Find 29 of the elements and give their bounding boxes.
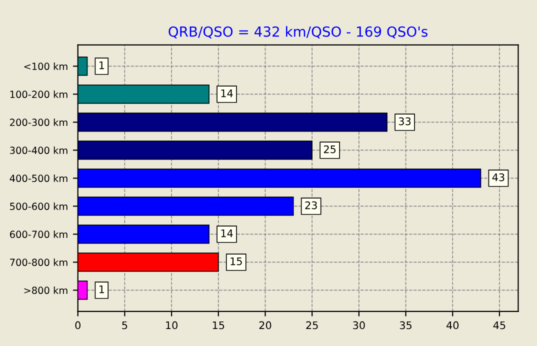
x-tick-label: 5 [122,321,128,330]
x-tick-label: 20 [259,321,272,330]
y-tick-label: 700-800 km [10,258,68,266]
x-tick-label: 40 [446,321,459,330]
x-tick-label: 0 [75,321,80,330]
y-tick-label: >800 km [24,286,68,294]
y-tick-label: <100 km [24,62,68,70]
y-tick-label: 300-400 km [10,146,68,154]
x-tick-label: 15 [212,321,224,330]
x-tick-label: 35 [400,321,412,330]
data-label: 23 [305,201,317,210]
y-tick-label: 500-600 km [10,202,68,210]
x-tick-label: 25 [306,321,318,330]
y-tick-label: 200-300 km [10,118,68,126]
x-tick-label: 30 [353,321,365,330]
data-label: 14 [221,89,233,98]
y-tick-label: 600-700 km [10,230,68,238]
data-label: 43 [492,173,504,182]
data-label: 25 [324,145,336,154]
y-tick-label: 400-500 km [10,174,68,182]
x-tick-label: 10 [166,321,178,330]
data-label: 1 [99,61,104,70]
y-tick-label: 100-200 km [10,90,68,98]
data-label: 15 [230,257,242,266]
data-label: 33 [398,117,411,126]
data-label: 1 [99,285,104,294]
data-label: 14 [221,229,233,238]
x-tick-label: 45 [493,321,506,330]
chart-title: QRB/QSO = 432 km/QSO - 169 QSO's [168,26,428,38]
